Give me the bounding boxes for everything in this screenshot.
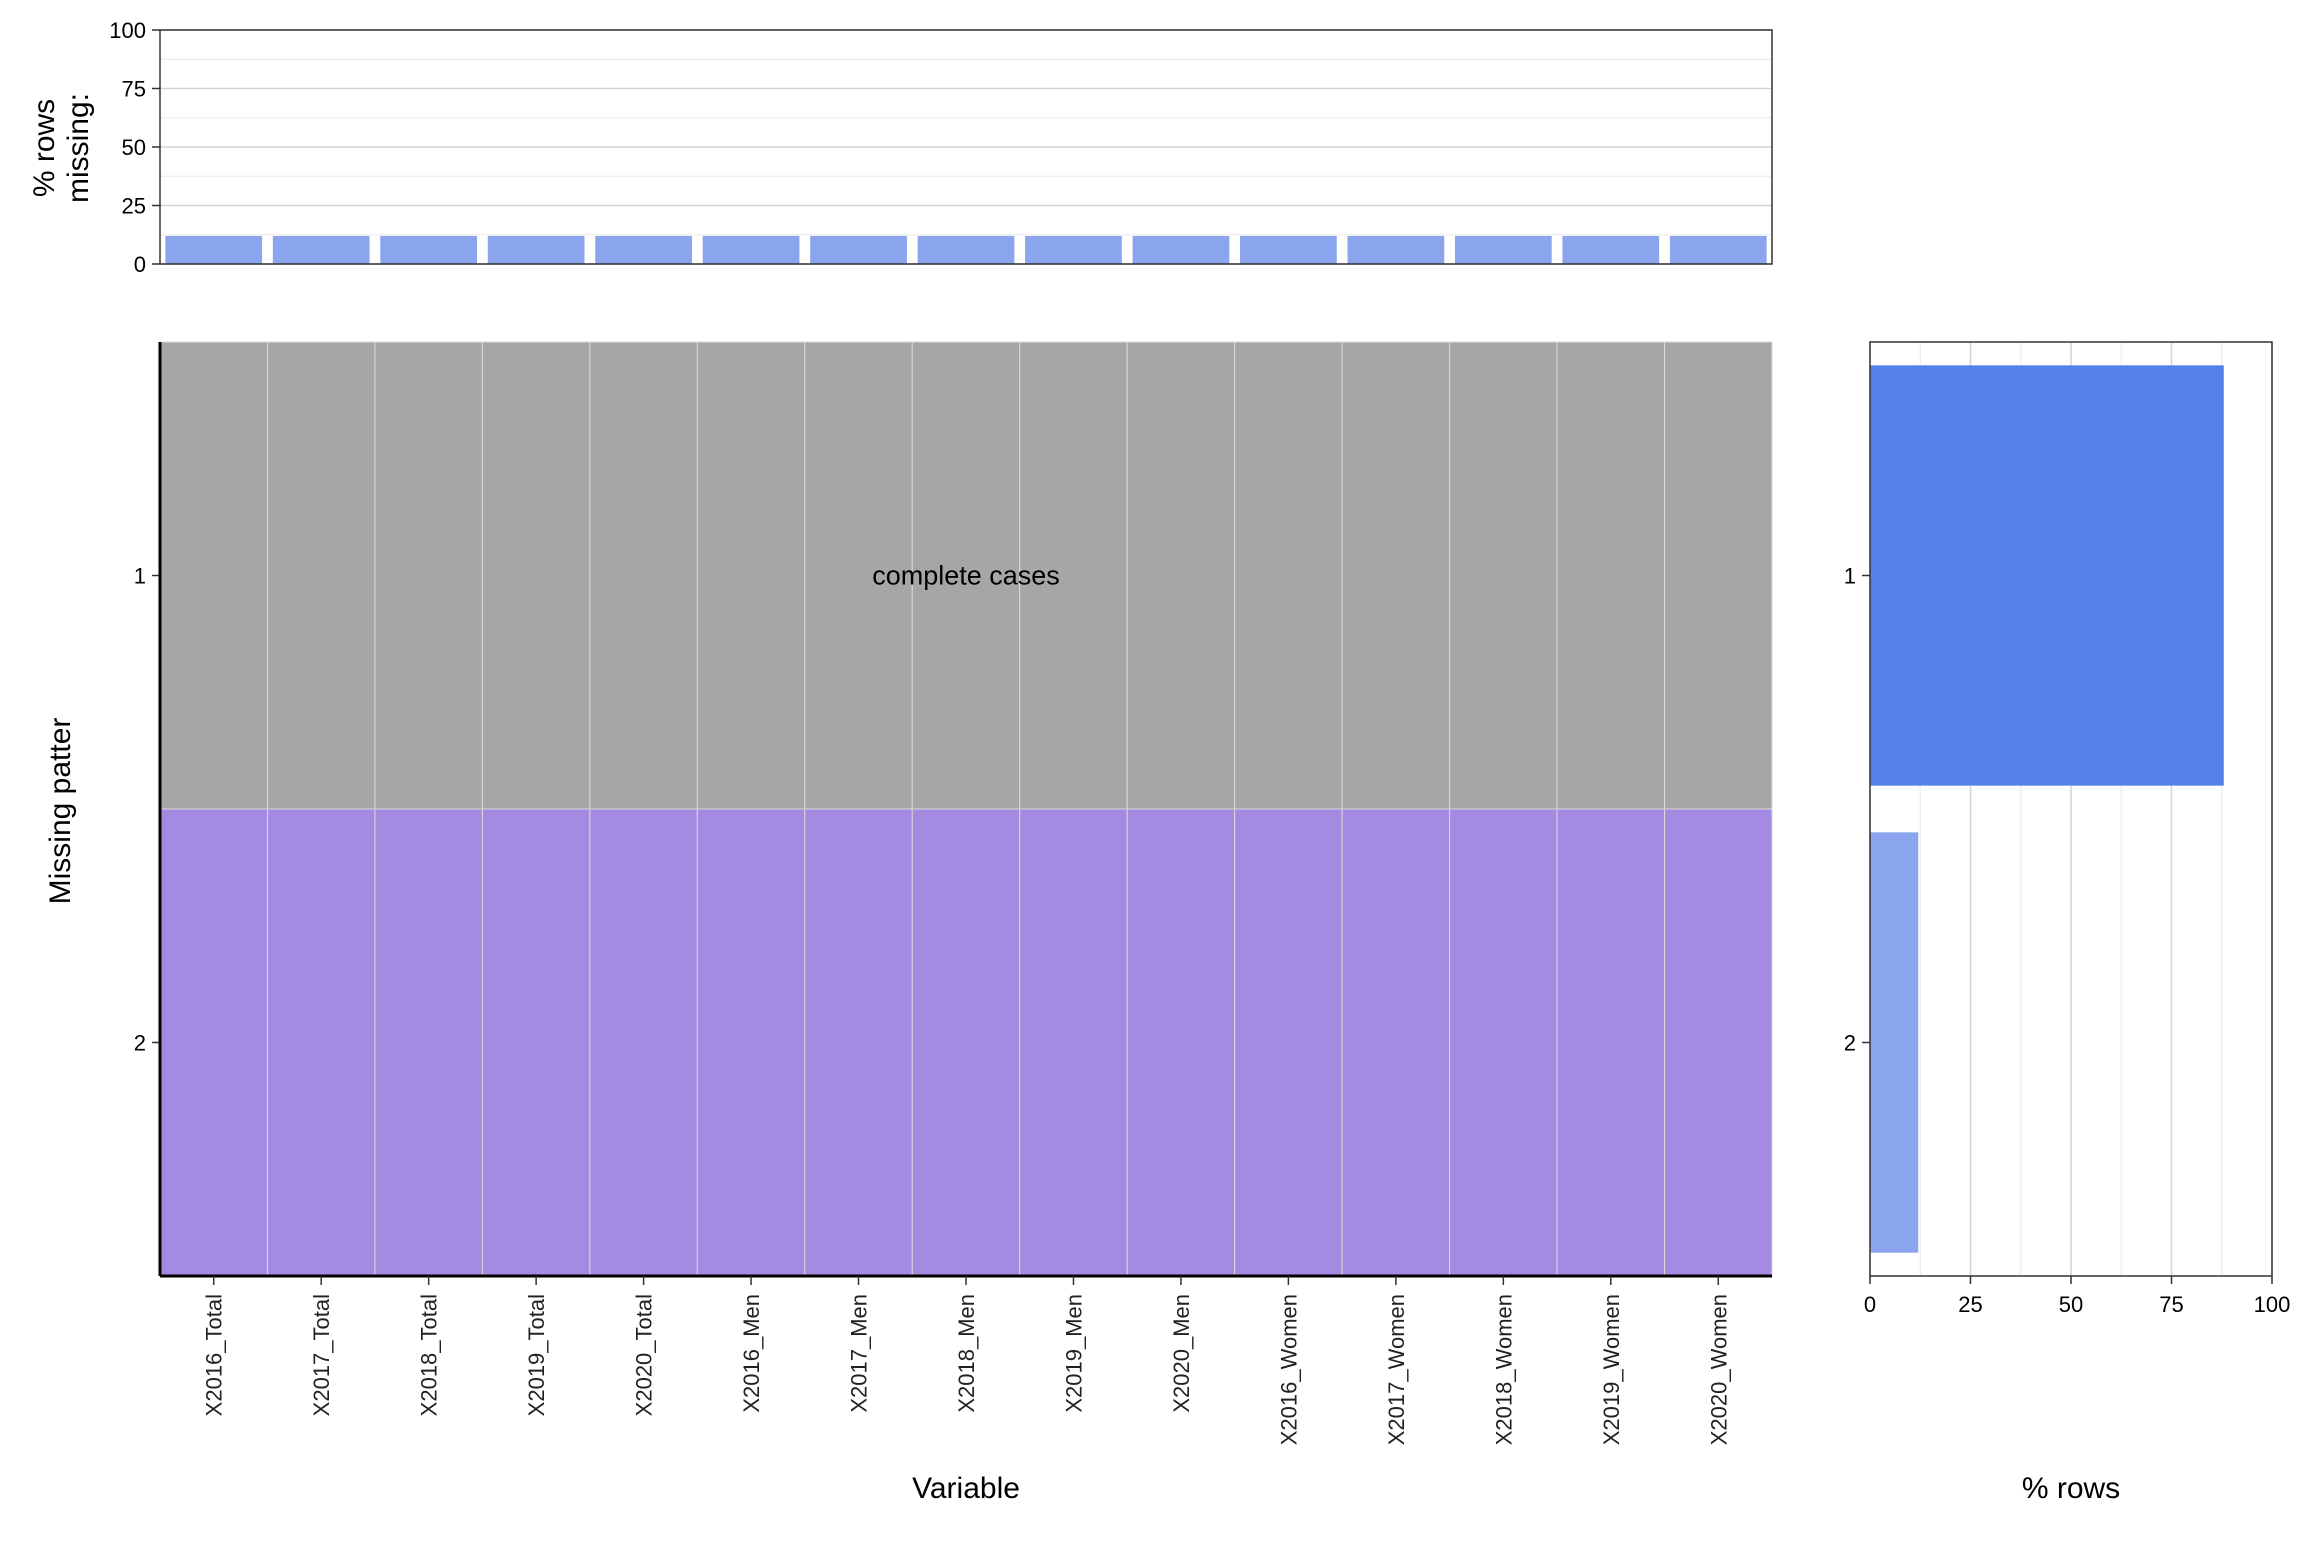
right-x-tick-label: 50 xyxy=(2059,1292,2083,1317)
present-cell xyxy=(1019,341,1128,810)
top-y-tick-label: 50 xyxy=(122,135,146,160)
missing-cell xyxy=(804,808,913,1277)
pattern-grid-panel: complete cases 1 2 X2016_Total X2017_Total X2… xyxy=(44,341,1773,1505)
present-cell xyxy=(1664,341,1773,810)
right-x-tick-label: 0 xyxy=(1864,1292,1876,1317)
variable-tick-label: X2018_Men xyxy=(954,1294,979,1413)
variable-tick-label: X2017_Men xyxy=(847,1294,872,1413)
present-cell xyxy=(1234,341,1343,810)
y-axis-title: Missing patter xyxy=(44,718,77,905)
present-cell xyxy=(1449,341,1558,810)
variable-tick-label: X2016_Women xyxy=(1276,1294,1301,1445)
top-bar xyxy=(1132,235,1230,264)
x-axis-title: Variable xyxy=(912,1472,1020,1505)
variable-tick-label: X2016_Total xyxy=(202,1294,227,1416)
variable-tick-label: X2020_Men xyxy=(1169,1294,1194,1413)
missing-cell xyxy=(266,808,376,1277)
pattern-annotation: complete cases xyxy=(872,561,1060,591)
present-cell xyxy=(696,341,806,810)
present-cell xyxy=(481,341,591,810)
top-y-tick-label: 100 xyxy=(109,18,146,43)
right-y-tick-label: 1 xyxy=(1844,564,1856,589)
top-bar xyxy=(917,235,1015,264)
missing-cell xyxy=(1556,808,1666,1277)
top-bar xyxy=(1669,235,1767,264)
present-cell xyxy=(911,341,1021,810)
missing-cell xyxy=(1126,808,1236,1277)
right-x-tick-label: 25 xyxy=(1958,1292,1982,1317)
missing-cell xyxy=(589,808,698,1277)
variable-tick-label: X2019_Men xyxy=(1061,1294,1086,1413)
variable-tick-label: X2016_Men xyxy=(739,1294,764,1413)
variable-tick-label: X2020_Total xyxy=(632,1294,657,1416)
rows-bar xyxy=(1870,365,2224,786)
rows-per-pattern-panel: 1 2 0 25 50 75 100 % rows xyxy=(1844,341,2291,1505)
variable-tick-label: X2019_Women xyxy=(1599,1294,1624,1445)
top-y-tick-label: 75 xyxy=(122,77,146,102)
variable-tick-label: X2019_Total xyxy=(524,1294,549,1416)
variable-tick-label: X2018_Total xyxy=(417,1294,442,1416)
missing-cell xyxy=(1234,808,1343,1277)
top-y-tick-label: 25 xyxy=(122,194,146,219)
right-y-tick-label: 2 xyxy=(1844,1031,1856,1056)
missing-cell xyxy=(911,808,1021,1277)
top-bar xyxy=(1562,235,1660,264)
variable-tick-label: X2017_Women xyxy=(1384,1294,1409,1445)
top-bar xyxy=(702,235,800,264)
variable-tick-label: X2020_Women xyxy=(1706,1294,1731,1445)
variable-tick-label: X2017_Total xyxy=(309,1294,334,1416)
missing-cell xyxy=(696,808,806,1277)
present-cell xyxy=(804,341,913,810)
right-x-tick-label: 100 xyxy=(2254,1292,2291,1317)
missing-cell xyxy=(1664,808,1773,1277)
present-cell xyxy=(266,341,376,810)
top-y-axis-title: % rowsmissing: xyxy=(28,93,95,203)
top-bar xyxy=(165,235,263,264)
right-x-tick-label: 75 xyxy=(2159,1292,2183,1317)
top-bar xyxy=(595,235,692,264)
top-y-tick-label: 0 xyxy=(134,252,146,277)
top-missing-panel: 0 25 50 75 100 % rowsmissing: xyxy=(28,18,1773,277)
present-cell xyxy=(589,341,698,810)
top-bar xyxy=(810,235,907,264)
top-bar xyxy=(272,235,370,264)
pattern-y-tick-label: 1 xyxy=(134,564,146,589)
top-y-axis-title-line: missing: xyxy=(62,93,95,203)
top-bar xyxy=(1347,235,1445,264)
missing-cell xyxy=(1449,808,1558,1277)
top-y-axis-title-line: % rows xyxy=(28,99,61,197)
present-cell xyxy=(1556,341,1666,810)
top-bar xyxy=(380,235,478,264)
present-cell xyxy=(374,341,483,810)
top-bar xyxy=(1240,235,1337,264)
present-cell xyxy=(1341,341,1451,810)
top-bar xyxy=(1025,235,1122,264)
right-x-axis-title: % rows xyxy=(2022,1472,2120,1505)
top-bar xyxy=(487,235,585,264)
missing-cell xyxy=(1019,808,1128,1277)
missing-cell xyxy=(481,808,591,1277)
pattern-y-tick-label: 2 xyxy=(134,1031,146,1056)
missing-cell xyxy=(1341,808,1451,1277)
variable-tick-label: X2018_Women xyxy=(1491,1294,1516,1445)
missing-cell xyxy=(159,808,268,1277)
rows-bar xyxy=(1870,832,1919,1253)
missing-cell xyxy=(374,808,483,1277)
top-bar xyxy=(1454,235,1552,264)
present-cell xyxy=(1126,341,1236,810)
present-cell xyxy=(159,341,268,810)
